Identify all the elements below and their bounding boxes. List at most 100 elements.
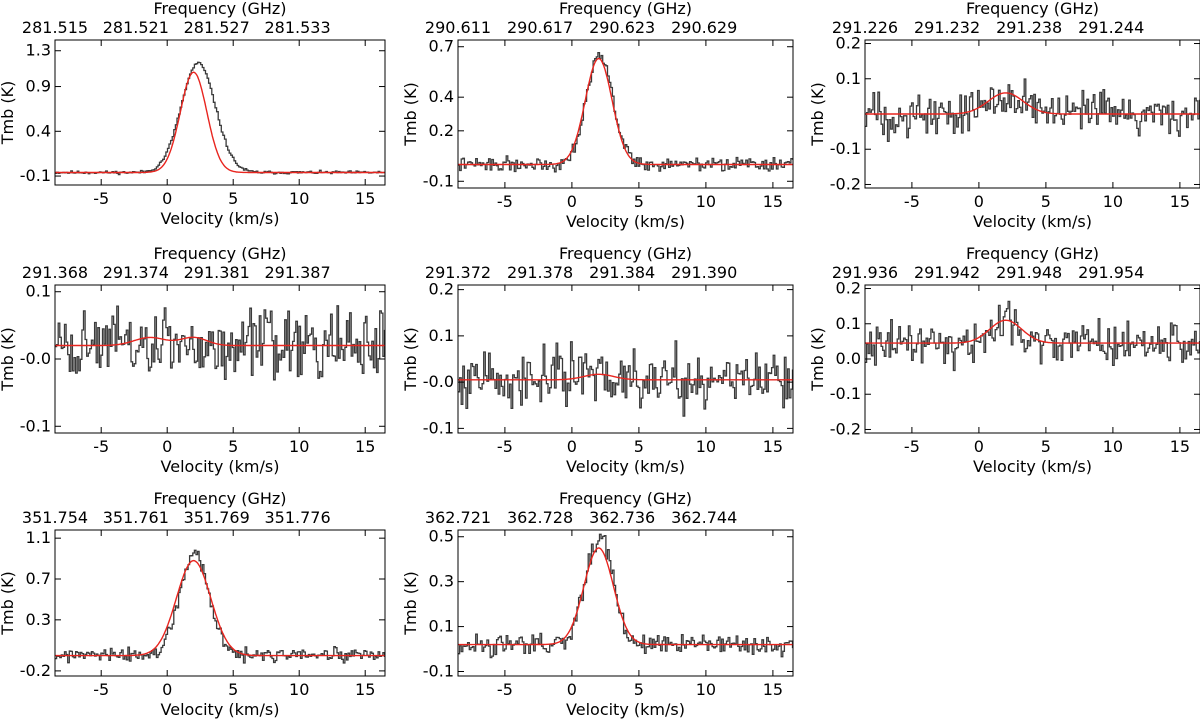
x-axis-label: Velocity (km/s) [566, 457, 685, 476]
top-axis-title: Frequency (GHz) [153, 0, 286, 18]
x-axis-label: Velocity (km/s) [161, 209, 280, 228]
spectrum-trace [55, 305, 385, 381]
y-axis-label: Tmb (K) [0, 81, 17, 146]
plot-frame [457, 39, 794, 189]
gaussian-fit-curve [458, 373, 793, 381]
y-axis-label: Tmb (K) [808, 327, 827, 392]
y-tick-label: 0.1 [429, 326, 454, 345]
y-tick-label: -0.1 [830, 384, 861, 403]
top-frequency-tick-label: 281.515 [22, 18, 88, 37]
top-frequency-tick-label: 291.372 [425, 263, 491, 282]
plot-frame [457, 529, 794, 677]
plot-frame [54, 39, 386, 186]
gaussian-fit-curve [865, 319, 1200, 344]
x-tick-label: 10 [1103, 437, 1123, 456]
x-axis-label: Velocity (km/s) [566, 700, 685, 719]
top-axis-title: Frequency (GHz) [966, 0, 1099, 18]
top-frequency-tick-label: 351.761 [103, 508, 169, 527]
y-tick-label: 0.0 [836, 349, 861, 368]
gaussian-fit-curve [865, 92, 1200, 115]
y-axis-label: Tmb (K) [401, 571, 420, 636]
y-tick-label: -0.2 [830, 419, 861, 438]
top-frequency-tick-label: 291.238 [996, 18, 1062, 37]
top-frequency-tick-label: 281.527 [184, 18, 250, 37]
gaussian-fit-curve [458, 57, 793, 166]
y-tick-label: 1.1 [26, 528, 51, 547]
gaussian-fit-curve [55, 559, 385, 657]
x-tick-label: 15 [763, 680, 783, 699]
top-axis-title: Frequency (GHz) [153, 489, 286, 508]
x-tick-label: -5 [497, 680, 513, 699]
y-tick-label: -0.1 [20, 166, 51, 185]
x-axis-label: Velocity (km/s) [161, 457, 280, 476]
x-tick-label: -5 [93, 437, 109, 456]
y-axis-label: Tmb (K) [401, 82, 420, 147]
top-frequency-tick-label: 291.942 [914, 263, 980, 282]
x-tick-label: 0 [567, 192, 577, 211]
top-frequency-tick-label: 290.617 [507, 18, 573, 37]
x-tick-label: 10 [289, 437, 309, 456]
top-frequency-tick-label: 291.390 [671, 263, 737, 282]
x-tick-label: 10 [696, 680, 716, 699]
x-axis-label: Velocity (km/s) [973, 212, 1092, 231]
y-tick-label: -0.1 [20, 416, 51, 435]
top-frequency-tick-label: 362.728 [507, 508, 573, 527]
top-frequency-tick-label: 362.736 [589, 508, 655, 527]
top-axis-title: Frequency (GHz) [153, 244, 286, 263]
spectrum-trace [458, 340, 793, 417]
top-axis-title: Frequency (GHz) [559, 0, 692, 18]
y-tick-label: 0.3 [429, 572, 454, 591]
y-tick-label: 0.1 [429, 617, 454, 636]
x-tick-label: 0 [162, 437, 172, 456]
x-tick-label: 15 [355, 189, 375, 208]
spectrum-trace [865, 300, 1200, 372]
x-tick-label: 0 [974, 192, 984, 211]
x-tick-label: 5 [228, 437, 238, 456]
spectrum-panel-1: -5 0 5 10 15 -0.1 0.4 0.9 1.3 281.515 281.521 281.5… [0, 0, 386, 228]
top-frequency-tick-label: 362.721 [425, 508, 491, 527]
x-tick-label: 5 [634, 680, 644, 699]
x-tick-label: 10 [696, 192, 716, 211]
top-frequency-tick-label: 291.232 [914, 18, 980, 37]
y-tick-label: -0.2 [830, 174, 861, 193]
x-tick-label: 15 [1170, 437, 1190, 456]
x-axis-label: Velocity (km/s) [161, 700, 280, 719]
x-tick-label: 5 [228, 680, 238, 699]
x-tick-label: 15 [1170, 192, 1190, 211]
x-tick-label: 5 [1041, 192, 1051, 211]
top-frequency-tick-label: 291.226 [832, 18, 898, 37]
x-tick-label: 15 [763, 192, 783, 211]
y-tick-label: 0.2 [836, 34, 861, 53]
y-axis-label: Tmb (K) [0, 327, 17, 392]
x-tick-label: -5 [497, 437, 513, 456]
y-axis-label: Tmb (K) [0, 571, 17, 636]
y-tick-label: -0.1 [423, 171, 454, 190]
y-tick-label: 0.7 [26, 569, 51, 588]
y-tick-label: 0.5 [429, 527, 454, 546]
x-tick-label: 5 [634, 192, 644, 211]
x-tick-label: 10 [289, 189, 309, 208]
plot-frame [457, 284, 794, 434]
top-axis-title: Frequency (GHz) [966, 244, 1099, 263]
top-frequency-tick-label: 291.936 [832, 263, 898, 282]
y-tick-label: 0.2 [429, 121, 454, 140]
x-tick-label: 15 [355, 680, 375, 699]
y-tick-label: 0.2 [836, 279, 861, 298]
y-tick-label: 0.1 [26, 282, 51, 301]
y-tick-label: -0.2 [20, 661, 51, 680]
x-axis-label: Velocity (km/s) [566, 212, 685, 231]
top-frequency-tick-label: 291.378 [507, 263, 573, 282]
x-axis-label: Velocity (km/s) [973, 457, 1092, 476]
x-tick-label: -5 [93, 680, 109, 699]
x-tick-label: 15 [763, 437, 783, 456]
x-tick-label: 0 [567, 437, 577, 456]
top-frequency-tick-label: 291.948 [996, 263, 1062, 282]
y-tick-label: 0.3 [26, 610, 51, 629]
top-frequency-tick-label: 291.384 [589, 263, 655, 282]
top-axis-title: Frequency (GHz) [559, 244, 692, 263]
